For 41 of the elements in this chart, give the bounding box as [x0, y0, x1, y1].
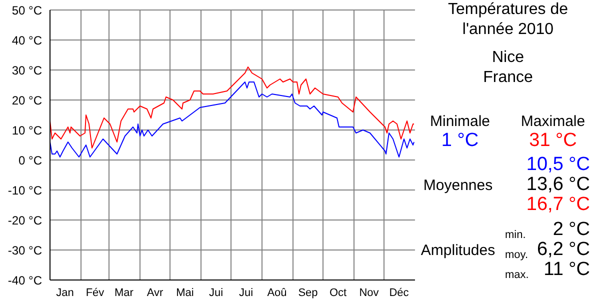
y-tick-label: 40 °C [12, 33, 42, 48]
text: Amplitudes [420, 242, 496, 260]
text: Moyennes [423, 177, 493, 194]
y-tick-label: -40 °C [8, 273, 42, 288]
x-tick-label: Mai [176, 286, 194, 299]
line-series [50, 66, 414, 148]
x-tick-label: Mar [114, 286, 134, 299]
y-tick-label: -10 °C [8, 183, 42, 198]
x-tick-label: Jui [208, 286, 224, 299]
text: 10,5 °C [526, 154, 590, 176]
text: 1 °C [441, 130, 479, 152]
text: 2 °C [552, 219, 590, 241]
text: Minimale [430, 113, 490, 130]
text: 6,2 °C [536, 239, 590, 261]
x-tick-label: Nov [359, 286, 380, 299]
text: max. [505, 269, 529, 282]
line-series [50, 82, 414, 158]
text: min. [505, 229, 526, 242]
y-tick-label: -30 °C [8, 243, 42, 258]
x-tick-label: Oct [329, 286, 347, 299]
text: 11 °C [544, 259, 590, 281]
text: 13,6 °C [526, 174, 590, 196]
x-tick-label: Jan [56, 286, 74, 299]
y-tick-label: -20 °C [8, 213, 42, 228]
y-tick-label: 50 °C [12, 3, 42, 18]
x-tick-label: Avr [146, 286, 164, 299]
y-tick-label: 30 °C [12, 63, 42, 78]
x-tick-label: Fév [86, 286, 105, 299]
y-tick-label: 10 °C [12, 123, 42, 138]
text: 16,7 °C [526, 194, 590, 216]
x-tick-label: Jui [238, 286, 254, 299]
text: Nice France [482, 48, 534, 88]
text: Températures de l'année 2010 [446, 0, 570, 40]
y-tick-label: 0 °C [18, 153, 42, 168]
x-tick-label: Aoû [267, 286, 287, 299]
x-tick-label: Déc [389, 286, 410, 299]
text: Maximale [520, 113, 586, 130]
y-tick-label: 20 °C [12, 93, 42, 108]
text: 31 °C [529, 130, 577, 152]
text: moy. [505, 249, 528, 262]
x-tick-label: Sep [298, 286, 318, 299]
